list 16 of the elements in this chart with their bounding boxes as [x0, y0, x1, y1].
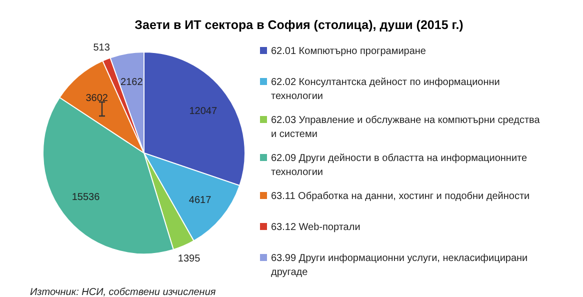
- legend-label: 62.02 Консултантска дейност по информационни технологии: [271, 77, 500, 102]
- data-label: 4617: [188, 194, 212, 206]
- text: Източник: НСИ, собствени изчисления: [30, 287, 216, 297]
- chart-title: Заети в ИТ сектора в София (столица), души (2015 г.): [134, 18, 464, 32]
- data-label: 3602: [86, 93, 108, 104]
- legend-label: 63.12 Web-портали: [271, 222, 360, 233]
- data-label: 1395: [178, 253, 201, 264]
- legend-label: 62.01 Компютърно програмиране: [271, 46, 426, 57]
- data-label: 2162: [120, 76, 144, 88]
- legend-label: 62.09 Други дейности в областта на информационните технологии: [271, 153, 528, 178]
- legend-label: 62.03 Управление и обслужване на компютърни средства и системи: [271, 115, 540, 140]
- data-label: 513: [93, 42, 110, 54]
- legend-label: 63.11 Обработка на данни, хостинг и подобни дейности: [271, 191, 530, 202]
- data-label: 15536: [72, 192, 100, 204]
- data-label: 12047: [189, 106, 218, 118]
- legend-label: 63.99 Други информационни услуги, некласифицирани другаде: [271, 253, 528, 278]
